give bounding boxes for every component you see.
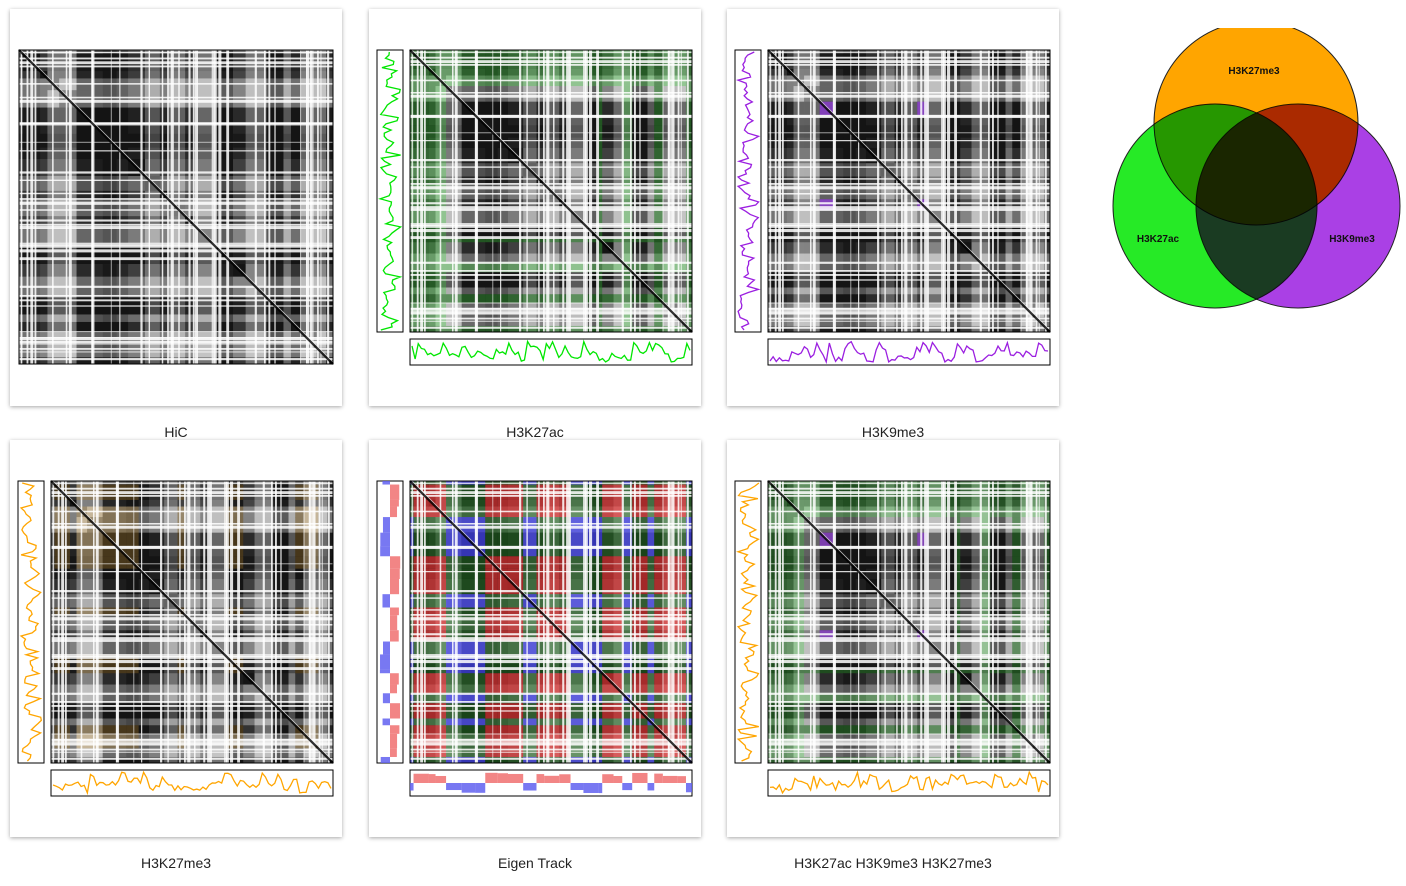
h3k27ac-heatmap[interactable] [369, 9, 701, 406]
contact-map [409, 49, 693, 333]
contact-map [50, 480, 334, 764]
h3k27me3-panel[interactable] [10, 440, 342, 837]
h3k27ac-panel-caption: H3K27ac [506, 424, 564, 440]
venn-diagram: H3K27me3 H3K27ac H3K9me3 [1112, 28, 1401, 309]
h3k27me3-heatmap[interactable] [10, 440, 342, 837]
eigen-track [409, 769, 693, 797]
signal-track [734, 49, 762, 333]
h3k9me3-heatmap[interactable] [727, 9, 1059, 406]
hic-heatmap[interactable] [10, 9, 342, 406]
venn-label-h3k27me3: H3K27me3 [1228, 66, 1280, 77]
eigen-track-panel-caption: Eigen Track [498, 855, 572, 871]
signal-track [767, 769, 1051, 797]
signal-track [409, 338, 693, 366]
combined-marks-heatmap[interactable] [727, 440, 1059, 837]
contact-map [767, 480, 1051, 764]
eigen-track-panel[interactable] [369, 440, 701, 837]
signal-track [734, 480, 762, 764]
venn-label-h3k27ac: H3K27ac [1137, 234, 1180, 245]
hic-panel-caption: HiC [164, 424, 188, 440]
eigen-track [376, 480, 404, 764]
h3k9me3-panel[interactable] [727, 9, 1059, 406]
contact-map [18, 49, 334, 365]
h3k27ac-panel[interactable] [369, 9, 701, 406]
signal-track [376, 49, 404, 333]
signal-track [767, 338, 1051, 366]
signal-track [50, 769, 334, 797]
combined-marks-panel-caption: H3K27ac H3K9me3 H3K27me3 [794, 855, 992, 871]
h3k27me3-panel-caption: H3K27me3 [140, 855, 212, 871]
venn-circle-h3k9me3[interactable] [1195, 103, 1401, 309]
contact-map [409, 480, 693, 764]
hic-panel[interactable] [10, 9, 342, 406]
combined-marks-panel[interactable] [727, 440, 1059, 837]
h3k9me3-panel-caption: H3K9me3 [861, 424, 925, 440]
eigen-track-heatmap[interactable] [369, 440, 701, 837]
venn-label-h3k9me3: H3K9me3 [1329, 234, 1375, 245]
contact-map [767, 49, 1051, 333]
signal-track [17, 480, 45, 764]
